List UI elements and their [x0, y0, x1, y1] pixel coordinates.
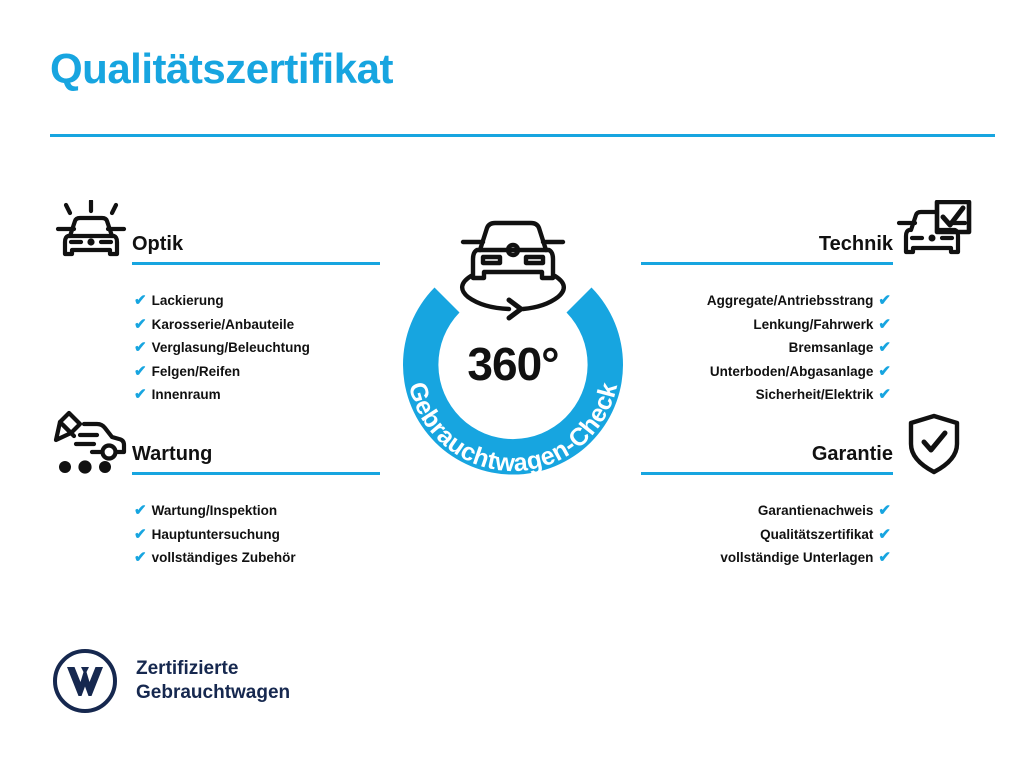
list-item-label: vollständige Unterlagen [720, 550, 874, 565]
section-wartung-header: Wartung [50, 410, 380, 482]
car-rotate-360-icon [460, 220, 566, 321]
list-item-label: vollständiges Zubehör [151, 550, 296, 565]
section-optik-list: ✔ Lackierung ✔ Karosserie/Anbauteile ✔ Verg… [50, 289, 380, 407]
list-item-label: Innenraum [151, 387, 221, 402]
list-item-label: Sicherheit/Elektrik [755, 387, 874, 402]
check-icon: ✔ [134, 292, 147, 309]
list-item: Garantienachweis ✔ [641, 499, 975, 523]
check-icon: ✔ [134, 502, 147, 519]
check-icon: ✔ [878, 315, 891, 333]
section-garantie-header: Garantie [641, 410, 975, 482]
vw-roundel-logo [52, 648, 118, 714]
list-item: Bremsanlage ✔ [641, 336, 975, 360]
check-icon: ✔ [134, 549, 147, 566]
badge-360-check: Gebrauchtwagen-Check 360° [382, 196, 644, 476]
list-item-label: Karosserie/Anbauteile [151, 316, 295, 332]
title-divider [50, 134, 995, 137]
section-optik-title: Optik [132, 233, 184, 255]
list-item: Qualitätszertifikat ✔ [641, 523, 975, 547]
section-technik-header: Technik [641, 199, 975, 272]
vw-certified-line2: Gebrauchtwagen [136, 682, 291, 703]
check-icon: ✔ [878, 339, 891, 356]
list-item-label: Felgen/Reifen [151, 363, 241, 379]
section-technik: Technik Aggregate/Antriebsstrang ✔ Lenkun… [641, 199, 975, 407]
badge-ring [403, 287, 623, 475]
section-technik-title: Technik [818, 233, 893, 255]
car-front-shine-icon [50, 198, 132, 268]
list-item-label: Unterboden/Abgasanlage [709, 363, 874, 379]
list-item-label: Lackierung [151, 293, 224, 308]
list-item: ✔ Verglasung/Beleuchtung [50, 336, 380, 360]
check-icon: ✔ [878, 549, 891, 566]
section-wartung-underline [132, 472, 380, 475]
check-icon: ✔ [878, 292, 891, 309]
check-icon: ✔ [134, 339, 147, 356]
section-wartung-list: ✔ Wartung/Inspektion ✔ Hauptuntersuchung ✔… [50, 499, 380, 570]
list-item-label: Lenkung/Fahrwerk [753, 316, 874, 332]
section-wartung-title: Wartung [132, 443, 213, 465]
check-icon: ✔ [878, 502, 891, 519]
list-item-label: Bremsanlage [788, 340, 874, 355]
list-item-label: Qualitätszertifikat [760, 526, 874, 542]
section-optik-header: Optik [50, 198, 380, 272]
list-item-label: Aggregate/Antriebsstrang [706, 293, 874, 308]
list-item: ✔ vollständiges Zubehör [50, 546, 380, 570]
check-icon: ✔ [878, 362, 891, 380]
list-item: ✔ Hauptuntersuchung [50, 523, 380, 547]
section-garantie-title: Garantie [811, 443, 893, 465]
check-icon: ✔ [134, 386, 147, 403]
check-icon: ✔ [878, 386, 891, 403]
list-item: ✔ Lackierung [50, 289, 380, 313]
list-item: ✔ Innenraum [50, 383, 380, 407]
list-item: Sicherheit/Elektrik ✔ [641, 383, 975, 407]
section-garantie-underline [641, 472, 893, 475]
check-icon: ✔ [134, 362, 147, 380]
section-technik-list: Aggregate/Antriebsstrang ✔ Lenkung/Fahrwe… [641, 289, 975, 407]
shield-check-icon [893, 410, 975, 478]
list-item: Aggregate/Antriebsstrang ✔ [641, 289, 975, 313]
list-item-label: Garantienachweis [757, 503, 874, 518]
page-title: Qualitätszertifikat [50, 45, 393, 92]
list-item-label: Wartung/Inspektion [151, 503, 278, 518]
vw-certified-line1: Zertifizierte [136, 658, 239, 679]
list-item: ✔ Wartung/Inspektion [50, 499, 380, 523]
list-item: vollständige Unterlagen ✔ [641, 546, 975, 570]
vw-certified-text: Zertifizierte Gebrauchtwagen [136, 657, 290, 705]
check-icon: ✔ [134, 525, 147, 543]
section-garantie-list: Garantienachweis ✔ Qualitätszertifikat ✔ v… [641, 499, 975, 570]
pencil-car-service-icon [50, 410, 132, 478]
list-item: ✔ Felgen/Reifen [50, 360, 380, 384]
section-technik-underline [641, 262, 893, 265]
section-wartung: Wartung ✔ Wartung/Inspektion ✔ Hauptunters… [50, 410, 380, 570]
list-item-label: Verglasung/Beleuchtung [151, 340, 310, 355]
vw-certified-logo-block: Zertifizierte Gebrauchtwagen [52, 648, 290, 714]
check-icon: ✔ [134, 315, 147, 333]
car-checkbox-icon [893, 199, 975, 268]
check-icon: ✔ [878, 525, 891, 543]
list-item: ✔ Karosserie/Anbauteile [50, 313, 380, 337]
list-item-label: Hauptuntersuchung [151, 526, 280, 542]
section-garantie: Garantie Garantienachweis ✔ Qualitätszert… [641, 410, 975, 570]
list-item: Unterboden/Abgasanlage ✔ [641, 360, 975, 384]
section-optik-underline [132, 262, 380, 265]
list-item: Lenkung/Fahrwerk ✔ [641, 313, 975, 337]
section-optik: Optik ✔ Lackierung ✔ Karosserie/Anbauteile… [50, 198, 380, 407]
